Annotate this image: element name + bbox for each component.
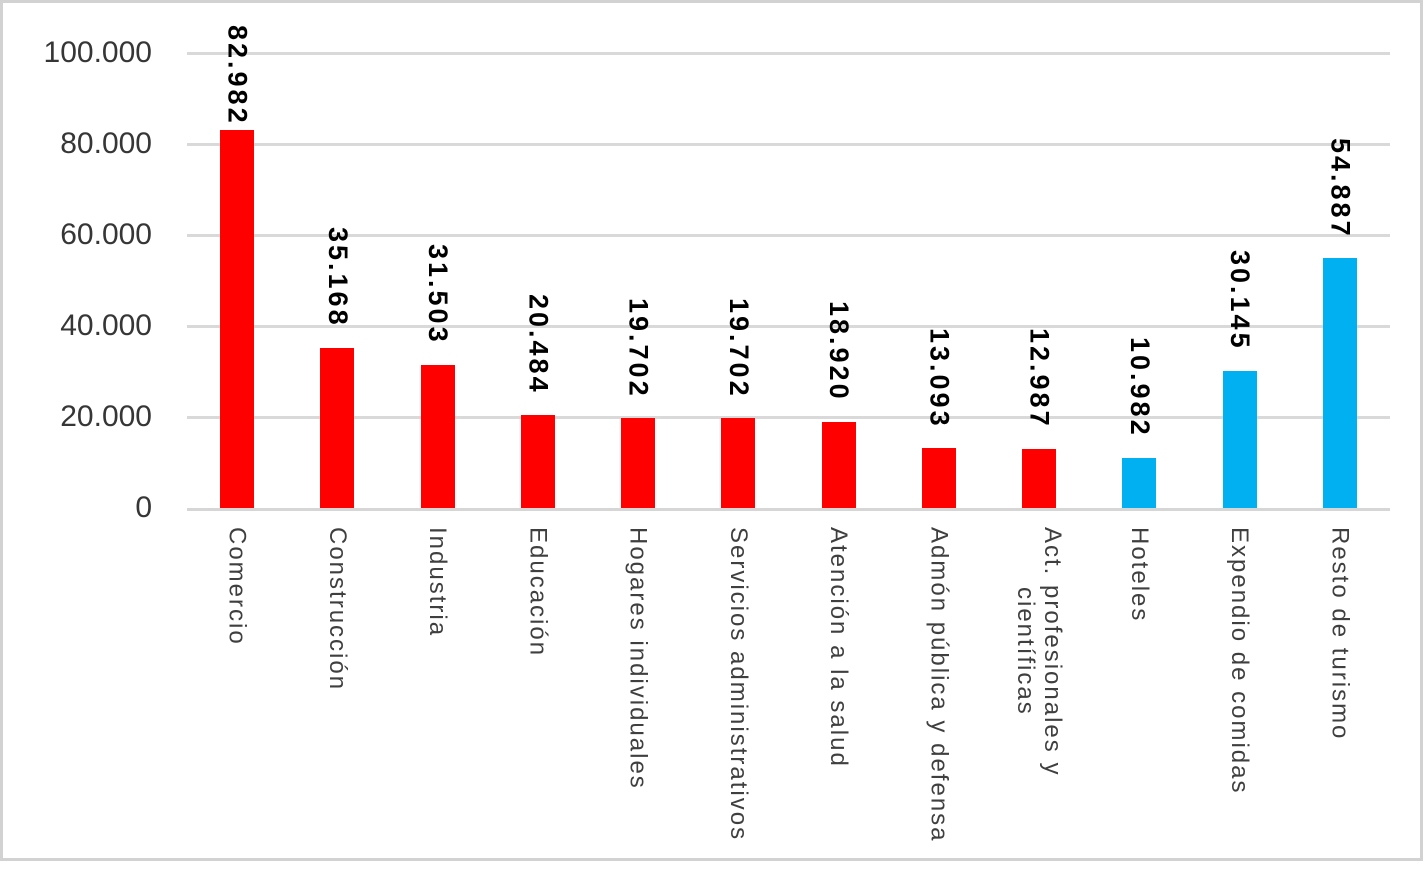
bar-value-label: 30.145	[1225, 250, 1256, 351]
category-label: Educación	[524, 527, 552, 658]
bar-value-label: 12.987	[1024, 328, 1055, 429]
category-label: Hoteles	[1125, 527, 1153, 623]
category-label: Expendio de comidas	[1226, 527, 1254, 795]
bar	[921, 448, 956, 508]
gridline	[187, 325, 1390, 328]
bar	[220, 130, 255, 508]
category-label: Hogares individuales	[624, 527, 652, 790]
bar	[821, 421, 856, 508]
gridline	[187, 52, 1390, 55]
bar-value-label: 54.887	[1325, 137, 1356, 239]
bar	[520, 414, 555, 508]
bar-value-label: 82.982	[222, 24, 253, 126]
x-axis-line	[187, 508, 1390, 511]
bar	[721, 418, 756, 508]
bar	[320, 347, 355, 508]
category-label: Atención a la salud	[825, 527, 853, 768]
bar	[1322, 258, 1357, 508]
category-label: Construcción	[323, 527, 351, 692]
bar	[1122, 458, 1157, 508]
y-tick-label: 0	[135, 491, 152, 524]
bar-value-label: 18.920	[824, 301, 855, 402]
bar	[1222, 370, 1257, 508]
gridline	[187, 143, 1390, 146]
bar	[420, 364, 455, 508]
category-label: Servicios administrativos	[724, 527, 752, 842]
y-tick-label: 40.000	[60, 309, 152, 342]
bar-value-label: 19.702	[623, 297, 654, 399]
category-label: Industria	[424, 527, 452, 638]
bar	[621, 418, 656, 508]
bar-value-label: 20.484	[523, 294, 554, 395]
y-tick-label: 100.000	[43, 36, 152, 69]
gridline	[187, 416, 1390, 419]
chart-frame-border	[0, 0, 1423, 861]
bar-value-label: 10.982	[1124, 337, 1155, 439]
y-tick-label: 60.000	[60, 218, 152, 251]
category-label: Admón pública y defensa	[925, 527, 953, 843]
y-tick-label: 20.000	[60, 400, 152, 433]
y-tick-label: 80.000	[60, 127, 152, 160]
bar-value-label: 31.503	[423, 244, 454, 345]
bar-value-label: 13.093	[924, 327, 955, 429]
category-label: Resto de turismo	[1326, 527, 1354, 741]
category-label: Comercio	[223, 527, 251, 646]
category-label: Act. profesionales y científicas	[1012, 527, 1067, 777]
bar-value-label: 35.168	[322, 227, 353, 328]
bar-value-label: 19.702	[723, 297, 754, 399]
gridline	[187, 234, 1390, 237]
bar	[1022, 448, 1057, 508]
